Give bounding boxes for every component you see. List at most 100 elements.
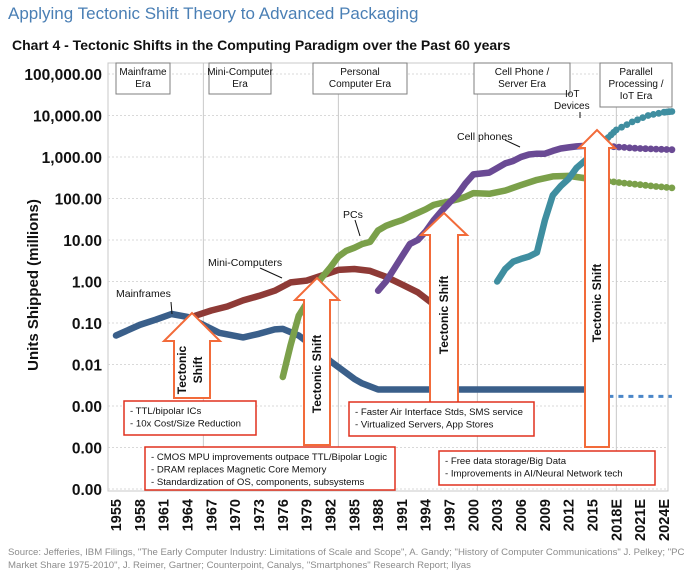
callout-line: - Free data storage/Big Data [445, 456, 567, 467]
annotation-layer: Mainframe Era Mini-Computer Era Personal Comp… [115, 62, 673, 491]
projection-dot-cell-phones [631, 144, 639, 152]
era-box: Mainframe Era [115, 62, 171, 95]
projection-dot-iot-devices [618, 123, 625, 131]
projection-dot-iot-devices [623, 121, 631, 128]
x-tick-label: 2003 [490, 499, 506, 531]
series-label: Cell phones [457, 131, 512, 143]
y-tick-label: 100.00 [55, 192, 102, 209]
callout-box: - Free data storage/Big Data - Improvemen… [438, 450, 656, 486]
x-tick-label: 2024E [657, 499, 673, 541]
x-tick-label: 1961 [157, 499, 173, 531]
series-label: Mainframes [116, 288, 171, 300]
callout-line: - Faster Air Interface Stds, SMS service [355, 407, 523, 418]
projection-dot-pcs [652, 183, 660, 190]
x-tick-label: 2006 [514, 499, 530, 531]
projection-dot-pcs [610, 178, 618, 186]
projection-dot-cell-phones [658, 145, 665, 153]
x-tick-label: 2009 [538, 499, 554, 531]
callout-line: - Standardization of OS, components, sub… [151, 477, 365, 488]
era-label: Personal Computer Era [329, 67, 392, 90]
projection-dot-iot-devices [634, 116, 641, 124]
y-tick-label: 0.00 [72, 441, 102, 458]
projection-dot-cell-phones [647, 145, 655, 153]
leader-line [259, 267, 283, 279]
x-tick-label: 1964 [180, 499, 196, 531]
projection-dot-pcs [647, 182, 655, 190]
projection-dot-iot-devices [612, 126, 620, 134]
y-tick-label: 10,000.00 [33, 109, 102, 126]
era-box: Personal Computer Era [312, 62, 408, 95]
chart-title: Chart 4 - Tectonic Shifts in the Computi… [12, 37, 511, 53]
x-tick-label: 1991 [395, 499, 411, 531]
era-box-frame [599, 62, 673, 108]
era-label: Mini-Computer Era [207, 67, 273, 90]
x-tick-label: 2012 [562, 499, 578, 531]
projection-dot-iot-devices [639, 114, 647, 121]
x-tick-label: 1985 [347, 499, 363, 531]
y-tick-label: 10.00 [63, 233, 102, 250]
era-box-frame [115, 62, 171, 95]
projection-dot-iot-devices [644, 112, 652, 119]
projection-dot-cell-phones [668, 146, 676, 154]
x-tick-label: 1982 [323, 499, 339, 531]
y-axis-ticks: 100,000.00 10,000.00 1,000.00 100.00 10.00 1.… [24, 67, 102, 499]
x-tick-label: 1994 [419, 499, 435, 531]
callout-frame [123, 400, 257, 436]
y-tick-label: 1,000.00 [42, 150, 102, 167]
era-box: Parallel Processing / IoT Era [599, 62, 673, 108]
callout-frame [144, 446, 396, 491]
callout-line: - Virtualized Servers, App Stores [355, 420, 494, 431]
projection-dot-iot-devices [628, 118, 636, 126]
series-line-cell-phones [374, 142, 604, 294]
series-line-mini-computers [192, 265, 437, 319]
header-title: Applying Tectonic Shift Theory to Advanc… [8, 4, 419, 23]
era-box: Cell Phone / Server Era [473, 62, 571, 95]
x-tick-label: 1979 [300, 499, 316, 531]
tectonic-shift-arrow [161, 311, 223, 399]
y-axis-label: Units Shipped (millions) [25, 199, 42, 371]
era-box: Mini-Computer Era [207, 62, 273, 95]
y-tick-label: 0.10 [72, 316, 102, 333]
era-label: Parallel Processing / IoT Era [608, 67, 663, 102]
x-tick-label: 1988 [371, 499, 387, 531]
projection-dot-pcs [642, 181, 649, 189]
callout-line: - CMOS MPU improvements outpace TTL/Bipo… [151, 452, 387, 463]
x-tick-label: 1955 [109, 499, 125, 531]
projection-dot-iot-devices [668, 108, 676, 115]
tectonic-shift-label: Shift [191, 357, 205, 384]
leader-line [170, 301, 173, 315]
projection-dot-cell-phones [636, 145, 644, 152]
tectonic-shift-arrow [292, 276, 342, 446]
x-tick-label: 1976 [276, 499, 292, 531]
x-tick-label: 1997 [443, 499, 459, 531]
projection-dot-cell-phones [620, 144, 628, 151]
projection-dot-pcs [615, 179, 623, 186]
series-label: PCs [343, 209, 363, 221]
projection-dot-iot-devices [650, 111, 657, 118]
callout-box: - Faster Air Interface Stds, SMS service… [348, 401, 535, 437]
y-tick-label: 0.00 [72, 399, 102, 416]
projection-dot-pcs [620, 179, 628, 187]
x-tick-label: 1973 [252, 499, 268, 531]
series-line-pcs [279, 172, 604, 381]
y-tick-label: 0.01 [72, 358, 103, 375]
era-label: Mainframe Era [119, 67, 167, 90]
x-axis-ticks: 1955 1958 1961 1964 1967 1970 1973 1976 1979 1982… [109, 499, 673, 541]
tectonic-shift-label: Tectonic [175, 345, 189, 394]
projection-dot-pcs [626, 180, 633, 188]
projection-dot-cell-phones [626, 144, 633, 152]
tectonic-shift-label: Tectonic Shift [310, 335, 324, 413]
callout-frame [348, 401, 535, 437]
x-tick-label: 2000 [466, 499, 482, 531]
x-tick-label: 2015 [586, 499, 602, 531]
tectonic-shift-arrow [418, 211, 470, 406]
tectonic-shift-label: Tectonic Shift [437, 276, 451, 354]
tectonic-shift-arrow [576, 128, 618, 448]
series-label: Mini-Computers [208, 257, 282, 269]
x-tick-label: 1967 [204, 499, 220, 531]
projection-dot-pcs [668, 184, 676, 192]
callout-line: - Improvements in AI/Neural Network tech [445, 469, 623, 480]
x-tick-label: 1958 [133, 499, 149, 531]
era-label: Cell Phone / Server Era [495, 67, 550, 90]
